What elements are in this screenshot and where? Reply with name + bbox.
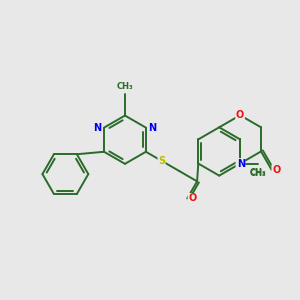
Text: O: O — [272, 165, 280, 175]
Text: O: O — [272, 165, 281, 175]
Text: O: O — [188, 194, 196, 203]
Text: CH₃: CH₃ — [117, 82, 133, 91]
Text: CH₃: CH₃ — [250, 169, 266, 178]
Text: CH₃: CH₃ — [250, 168, 266, 177]
Text: N: N — [94, 123, 102, 133]
Text: O: O — [236, 110, 244, 120]
Text: O: O — [236, 110, 244, 120]
Text: N: N — [237, 158, 245, 169]
Text: S: S — [158, 156, 165, 166]
Text: N: N — [148, 123, 156, 133]
Text: N: N — [236, 160, 244, 170]
